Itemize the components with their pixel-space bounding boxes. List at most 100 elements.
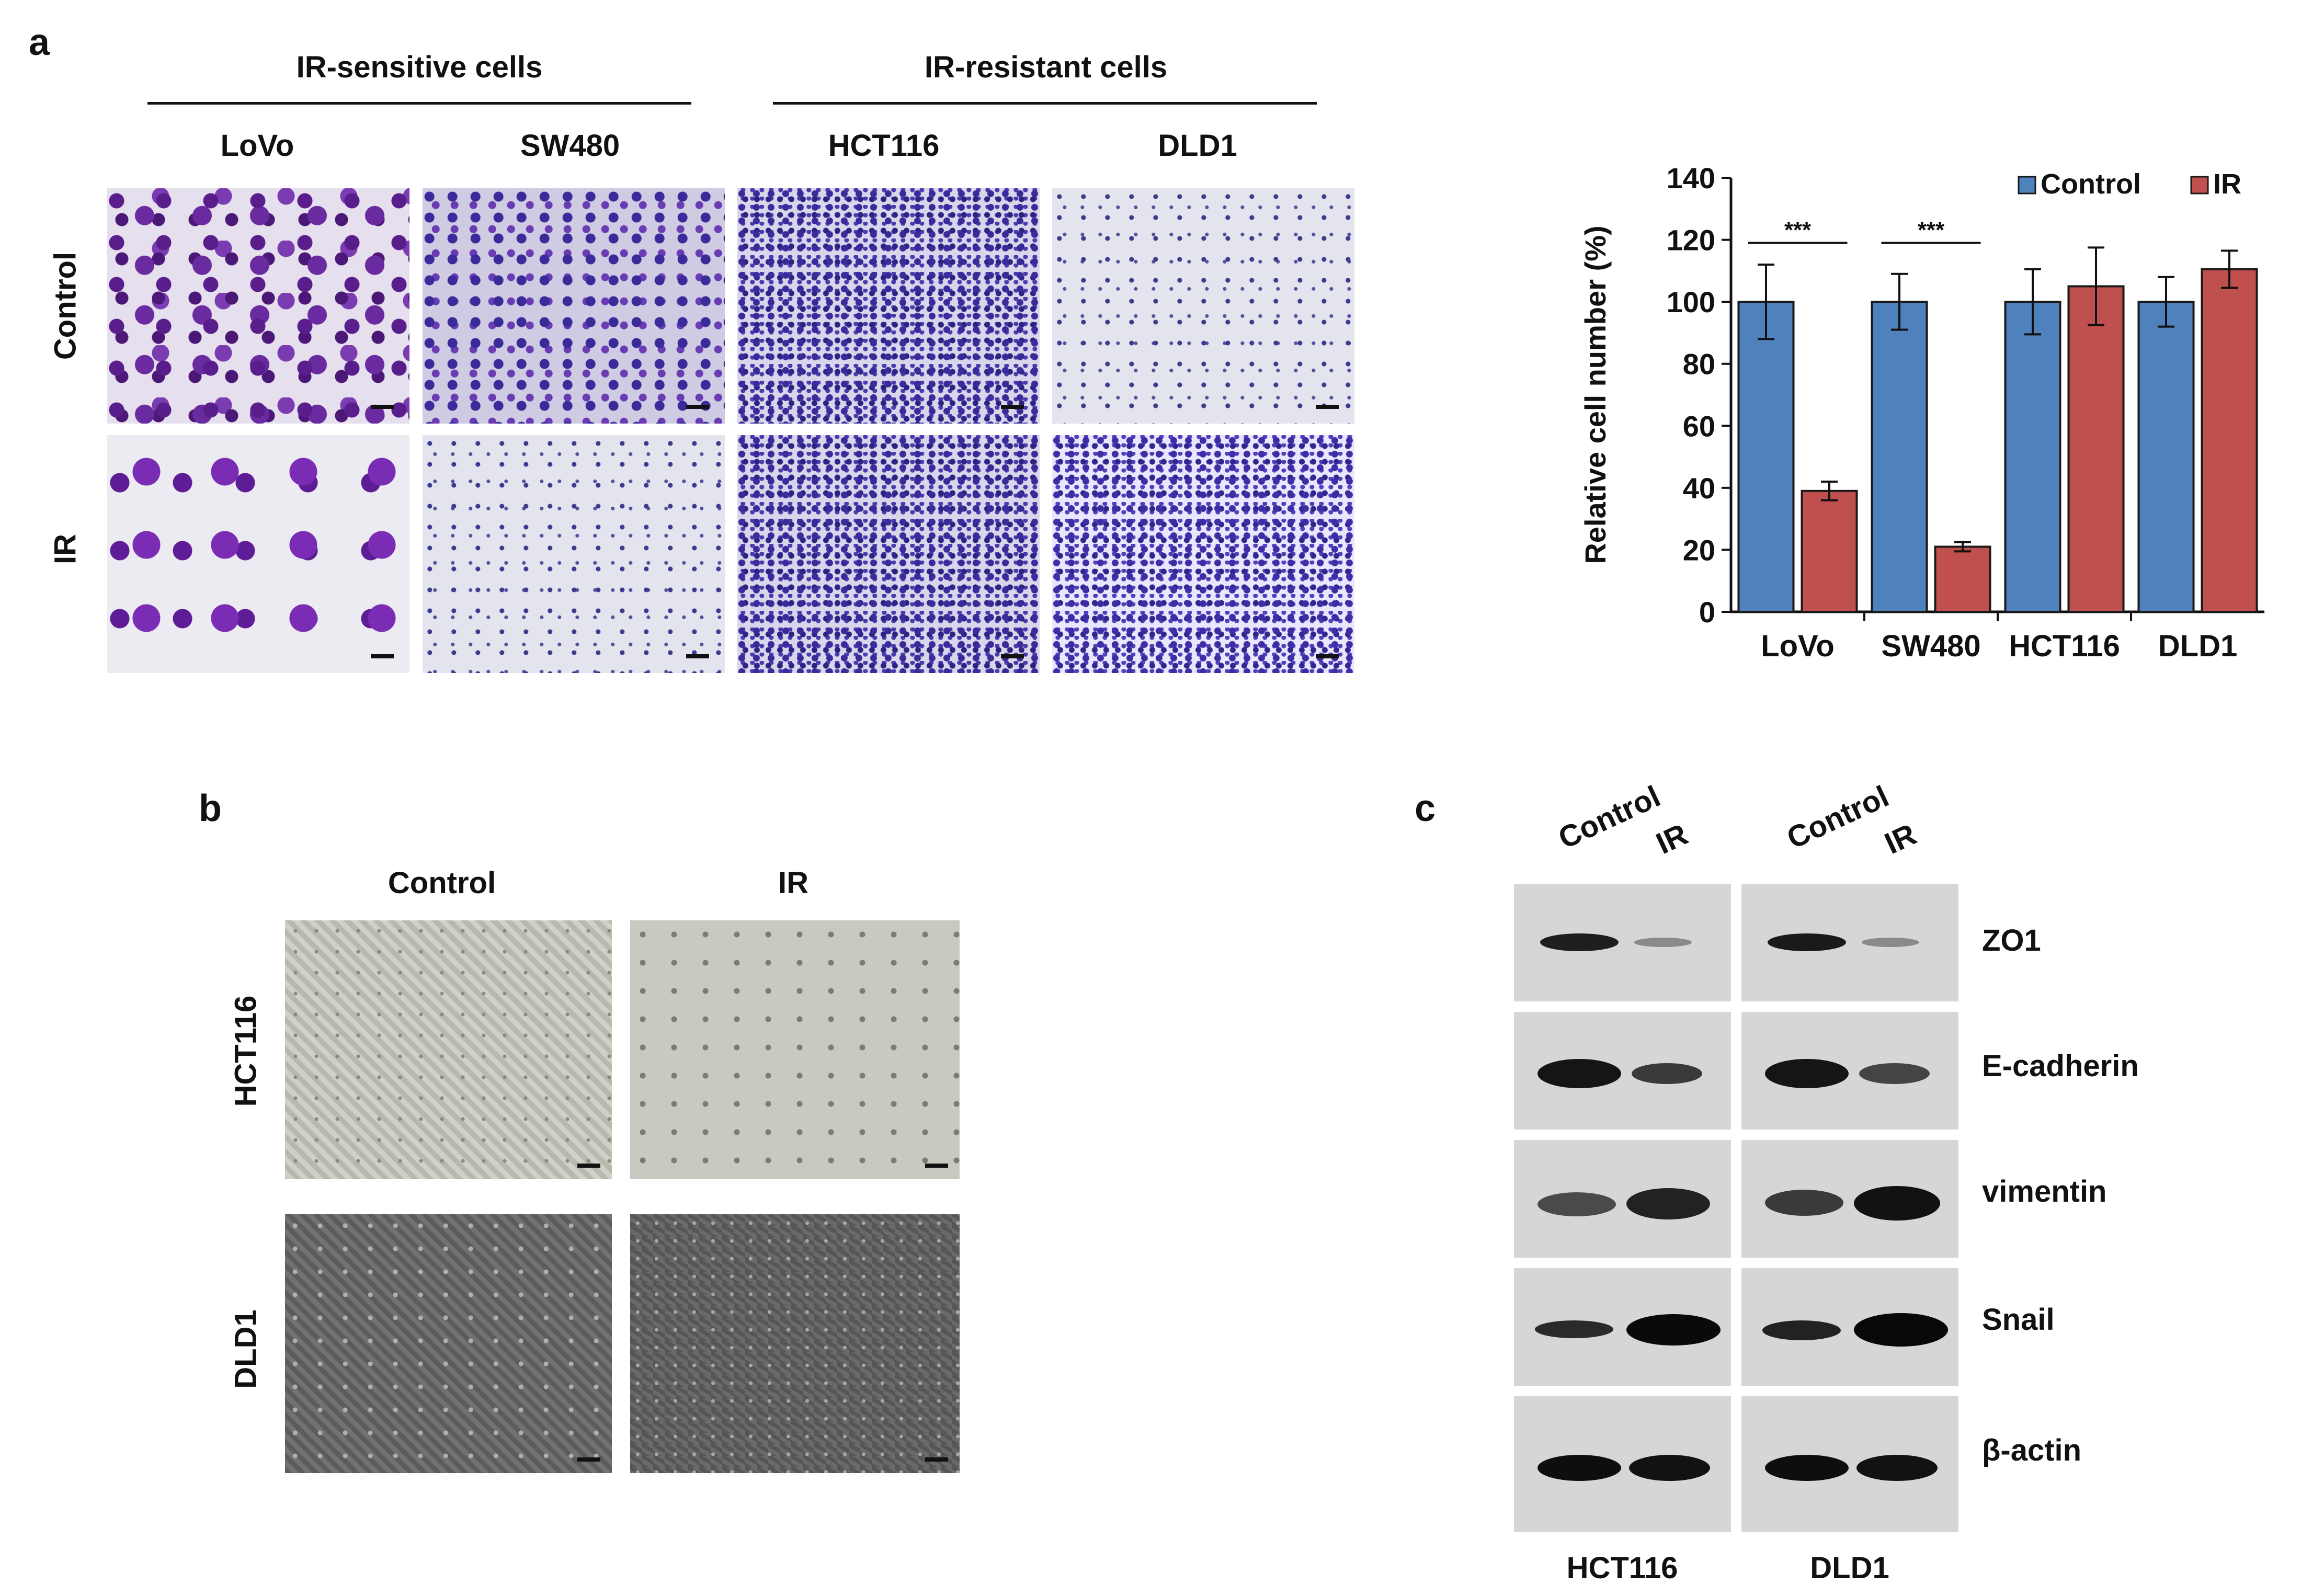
y-tick-label: 100 <box>1667 286 1715 318</box>
b-row-label-dld1: DLD1 <box>229 1309 263 1389</box>
image-hct116-control-phase <box>285 920 612 1179</box>
image-sw480-ir <box>423 435 725 673</box>
lane-label-control-2: Control <box>1782 779 1894 856</box>
band <box>1762 1320 1841 1340</box>
group-rule-sensitive <box>147 102 691 105</box>
band <box>1626 1188 1710 1219</box>
scale-bar <box>925 1457 948 1462</box>
x-tick-label: SW480 <box>1881 629 1980 663</box>
image-hct116-ir <box>737 435 1040 673</box>
band <box>1537 1192 1616 1216</box>
x-tick-label: DLD1 <box>2158 629 2237 663</box>
group-rule-resistant <box>773 102 1317 105</box>
y-axis-label: Relative cell number (%) <box>1579 225 1612 564</box>
scale-bar <box>1001 405 1024 409</box>
y-tick-label: 0 <box>1699 596 1715 629</box>
scale-bar <box>686 654 709 658</box>
lane-label-control-1: Control <box>1553 779 1666 856</box>
lane-label-ir-2: IR <box>1879 817 1922 861</box>
y-tick-label: 60 <box>1683 409 1715 442</box>
panel-label-b: b <box>199 788 222 829</box>
blot-bactin-dld1 <box>1741 1396 1958 1532</box>
image-dld1-ir-phase <box>630 1214 960 1473</box>
blot-ecadherin-hct116 <box>1514 1012 1731 1130</box>
image-dld1-control-phase <box>285 1214 612 1473</box>
scale-bar <box>686 405 709 409</box>
bar-control-lovo <box>1737 301 1795 613</box>
blot-snail-dld1 <box>1741 1268 1958 1386</box>
band <box>1537 1059 1621 1088</box>
col-label-hct116: HCT116 <box>828 129 940 163</box>
b-col-label-control: Control <box>388 866 496 900</box>
bar-chart: 0 20 40 60 80 100 120 140 Relative cell number (… <box>1579 162 2264 663</box>
significance-label: *** <box>1918 218 1945 243</box>
legend-label-control: Control <box>2041 168 2141 200</box>
band <box>1537 1455 1621 1481</box>
scale-bar <box>925 1164 948 1168</box>
panel-label-a: a <box>29 21 50 63</box>
cell-line-label-hct116: HCT116 <box>1566 1551 1678 1585</box>
blot-bactin-hct116 <box>1514 1396 1731 1532</box>
band <box>1626 1314 1721 1346</box>
protein-label-vimentin: vimentin <box>1982 1175 2107 1209</box>
lane-label-ir-1: IR <box>1651 817 1693 861</box>
band <box>1768 933 1846 951</box>
image-lovo-ir <box>107 435 409 673</box>
band <box>1859 1063 1930 1084</box>
legend-label-ir: IR <box>2213 168 2241 200</box>
blot-vimentin-hct116 <box>1514 1140 1731 1258</box>
band <box>1535 1320 1613 1338</box>
band <box>1854 1186 1940 1221</box>
row-label-ir: IR <box>48 534 83 564</box>
y-tick-label: 40 <box>1683 472 1715 505</box>
blot-vimentin-dld1 <box>1741 1140 1958 1258</box>
scale-bar <box>577 1457 600 1462</box>
blot-zo1-dld1 <box>1741 884 1958 1001</box>
protein-label-ecadherin: E-cadherin <box>1982 1049 2139 1083</box>
row-label-control: Control <box>48 252 83 360</box>
scale-bar <box>1316 654 1339 658</box>
bar-control-hct116 <box>2004 301 2061 613</box>
scale-bar <box>371 654 394 658</box>
image-hct116-ir-phase <box>630 920 960 1179</box>
image-sw480-control <box>423 188 725 424</box>
y-tick-label: 80 <box>1683 348 1715 381</box>
group-label-sensitive: IR-sensitive cells <box>296 50 543 84</box>
bar-ir-hct116 <box>2067 285 2125 613</box>
band <box>1629 1455 1710 1481</box>
image-dld1-control <box>1052 188 1354 424</box>
col-label-lovo: LoVo <box>220 129 294 163</box>
bar-control-dld1 <box>2137 301 2195 613</box>
band <box>1856 1455 1938 1481</box>
protein-label-zo1: ZO1 <box>1982 924 2041 957</box>
y-tick-label: 140 <box>1667 162 1715 195</box>
legend-swatch-ir <box>2190 176 2209 195</box>
bar-ir-dld1 <box>2201 268 2258 613</box>
bar-ir-sw480 <box>1934 545 1991 613</box>
image-hct116-control <box>737 188 1040 424</box>
legend-swatch-control <box>2018 176 2036 195</box>
scale-bar <box>1316 405 1339 409</box>
band <box>1634 938 1692 947</box>
band <box>1765 1059 1849 1088</box>
image-lovo-control <box>107 188 409 424</box>
blot-snail-hct116 <box>1514 1268 1731 1386</box>
significance-label: *** <box>1784 218 1812 243</box>
image-dld1-ir <box>1052 435 1354 673</box>
scale-bar <box>371 405 394 409</box>
x-tick-label: HCT116 <box>2009 629 2120 663</box>
scale-bar <box>1001 654 1024 658</box>
bar-control-sw480 <box>1871 301 1928 613</box>
x-tick-label: LoVo <box>1761 629 1835 663</box>
b-col-label-ir: IR <box>778 866 808 900</box>
col-label-sw480: SW480 <box>520 129 620 163</box>
cell-line-label-dld1: DLD1 <box>1810 1551 1889 1585</box>
blot-zo1-hct116 <box>1514 884 1731 1001</box>
band <box>1632 1063 1702 1084</box>
band <box>1765 1190 1843 1216</box>
band <box>1540 933 1619 951</box>
band <box>1765 1455 1849 1481</box>
protein-label-bactin: β-actin <box>1982 1433 2082 1467</box>
group-label-resistant: IR-resistant cells <box>924 50 1168 84</box>
b-row-label-hct116: HCT116 <box>229 995 263 1107</box>
